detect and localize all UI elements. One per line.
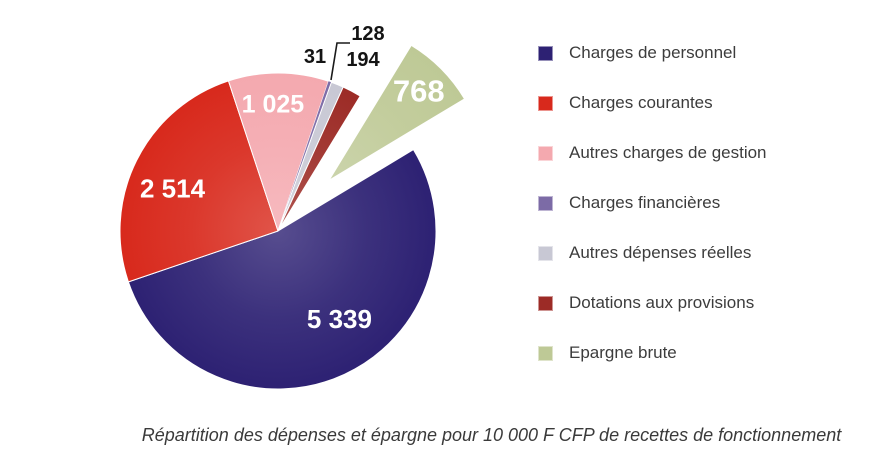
slice-value-label: 2 514 <box>140 173 206 203</box>
pie-slice-1 <box>119 80 279 283</box>
legend-item-label: Charges de personnel <box>569 43 737 62</box>
legend-item-label: Epargne brute <box>569 343 677 362</box>
callout-label-dotations-aux-provisions: 194 <box>346 49 380 71</box>
chart-caption: Répartition des dépenses et épargne pour… <box>141 425 842 445</box>
legend-item-label: Charges financières <box>569 193 721 212</box>
legend-item-label: Autres dépenses réelles <box>569 243 752 262</box>
legend-item-label: Charges courantes <box>569 93 713 112</box>
legend-item-charges-de-personnel: Charges de personnel <box>538 28 767 78</box>
legend-swatch-icon <box>538 195 553 211</box>
pie-slice-2 <box>227 72 329 232</box>
legend-item-epargne-brute: Epargne brute <box>538 328 767 378</box>
callout-label-autres-depenses-reelles: 128 <box>351 23 385 45</box>
callout-leader-line <box>330 42 350 81</box>
legend-swatch-icon <box>538 145 553 161</box>
pie-slice-6 <box>328 44 465 181</box>
legend: Charges de personnel Charges courantes A… <box>538 28 767 378</box>
legend-swatch-icon <box>538 95 553 111</box>
pie-slice-5 <box>277 86 361 232</box>
legend-item-charges-courantes: Charges courantes <box>538 78 767 128</box>
legend-item-dotations-aux-provisions: Dotations aux provisions <box>538 278 767 328</box>
legend-item-charges-financieres: Charges financières <box>538 178 767 228</box>
pie-chart-area: 5 339 2 514 1 025 768 31 128 194 <box>119 23 465 390</box>
slice-value-label: 768 <box>393 74 445 109</box>
legend-swatch-icon <box>538 245 553 261</box>
slice-value-label: 1 025 <box>242 91 305 119</box>
pie-chart: 5 339 2 514 1 025 768 <box>119 42 465 390</box>
legend-item-label: Autres charges de gestion <box>569 143 767 162</box>
callout-label-charges-financieres: 31 <box>303 46 327 68</box>
legend-swatch-icon <box>538 45 553 61</box>
pie-slice-0 <box>127 149 437 390</box>
legend-item-autres-depenses-reelles: Autres dépenses réelles <box>538 228 767 278</box>
legend-item-autres-charges-de-gestion: Autres charges de gestion <box>538 128 767 178</box>
legend-item-label: Dotations aux provisions <box>569 293 755 312</box>
slice-value-label: 5 339 <box>307 304 372 334</box>
legend-swatch-icon <box>538 295 553 311</box>
legend-swatch-icon <box>538 345 553 361</box>
